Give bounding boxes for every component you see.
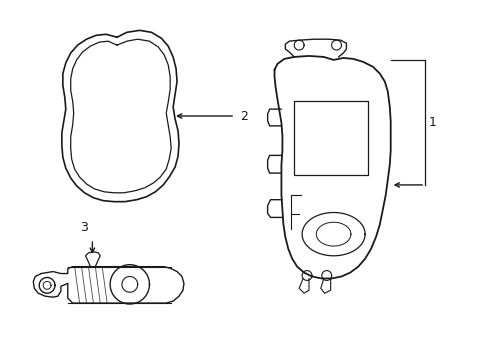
Text: 3: 3 [81, 221, 88, 234]
Text: 1: 1 [428, 116, 436, 129]
Text: 2: 2 [240, 109, 247, 122]
